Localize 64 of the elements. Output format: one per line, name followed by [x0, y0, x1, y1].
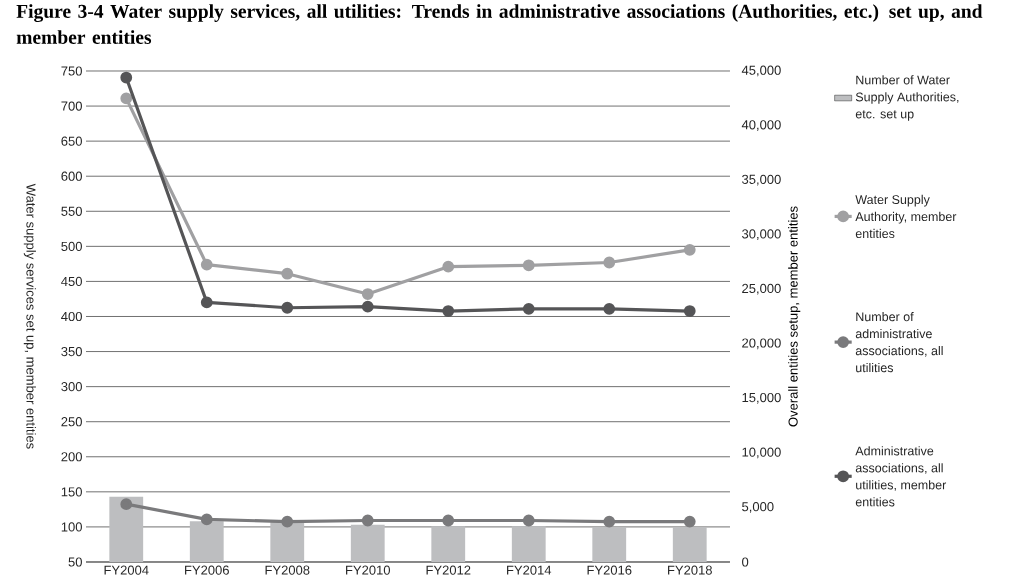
point — [281, 301, 294, 314]
point — [361, 514, 374, 527]
point — [522, 514, 535, 527]
point — [120, 92, 133, 105]
y-tick-label: 400 — [61, 311, 82, 322]
point — [361, 288, 374, 300]
y2-tick-label: 30,000 — [742, 229, 781, 241]
y-axis-title: Water supply services set up, member entities — [23, 183, 36, 449]
y2-tick-label: 40,000 — [741, 120, 781, 131]
y2-tick-label: 45,000 — [741, 65, 781, 77]
point — [603, 515, 616, 528]
x-tick-label: FY2008 — [265, 565, 310, 575]
y-tick-label: 600 — [61, 171, 82, 181]
point — [683, 243, 696, 256]
point — [200, 296, 213, 309]
x-tick-label: FY2012 — [426, 565, 471, 575]
x-tick-label: FY2010 — [346, 565, 391, 575]
point — [522, 259, 535, 272]
y-tick-label: 650 — [61, 136, 82, 146]
y-tick-label: 200 — [61, 452, 82, 462]
point — [120, 71, 133, 84]
legend-label: Number of administrative associations, all utilities — [855, 312, 943, 373]
point — [200, 513, 213, 526]
y2-tick-label: 10,000 — [742, 447, 781, 459]
x-tick-label: FY2018 — [668, 565, 712, 575]
point — [281, 515, 294, 528]
point — [522, 302, 535, 315]
legend-label: Number of Water Supply Authorities, etc. set up — [855, 75, 959, 121]
point — [603, 256, 616, 269]
x-tick-label: FY2016 — [587, 565, 632, 575]
point — [442, 305, 455, 317]
x-tick-label: FY2004 — [104, 565, 149, 575]
y-tick-label: 750 — [61, 66, 82, 76]
point — [281, 267, 294, 280]
point — [120, 498, 133, 511]
y-tick-label: 100 — [61, 522, 82, 532]
legend-label: Administrative associations, all utilities, member entities — [855, 446, 947, 507]
y-tick-label: 450 — [61, 276, 82, 287]
point — [442, 260, 455, 273]
x-tick-label: FY2014 — [507, 565, 552, 575]
y2-tick-label: 35,000 — [742, 174, 781, 186]
point — [603, 302, 616, 315]
y-tick-label: 500 — [61, 241, 82, 251]
y-tick-label: 150 — [61, 487, 82, 497]
y-tick-label: 350 — [61, 346, 82, 357]
y-tick-label: 300 — [61, 382, 82, 392]
point — [200, 258, 213, 271]
y2-tick-label: 20,000 — [742, 338, 781, 350]
y2-tick-label: 15,000 — [742, 392, 781, 404]
point — [683, 305, 696, 317]
point — [442, 514, 455, 527]
y-tick-label: 50 — [68, 557, 82, 567]
y2-tick-label: 0 — [742, 557, 749, 567]
y2-axis-title: Overall entities setup, member entities — [788, 206, 801, 427]
y2-tick-label: 5,000 — [742, 502, 774, 513]
point — [683, 515, 696, 528]
x-tick-label: FY2006 — [185, 565, 229, 575]
legend-label: Water Supply Authority, member entities — [855, 194, 957, 239]
y-tick-label: 550 — [61, 206, 82, 216]
y2-tick-label: 25,000 — [742, 283, 781, 295]
y-tick-label: 700 — [61, 101, 82, 111]
y-tick-label: 250 — [61, 417, 82, 427]
point — [361, 300, 374, 313]
chart-title: Figure 3-4 Water supply services, all utilities: Trends in administrative associations (Authorities, etc.) set up, and member entities — [16, 4, 983, 44]
